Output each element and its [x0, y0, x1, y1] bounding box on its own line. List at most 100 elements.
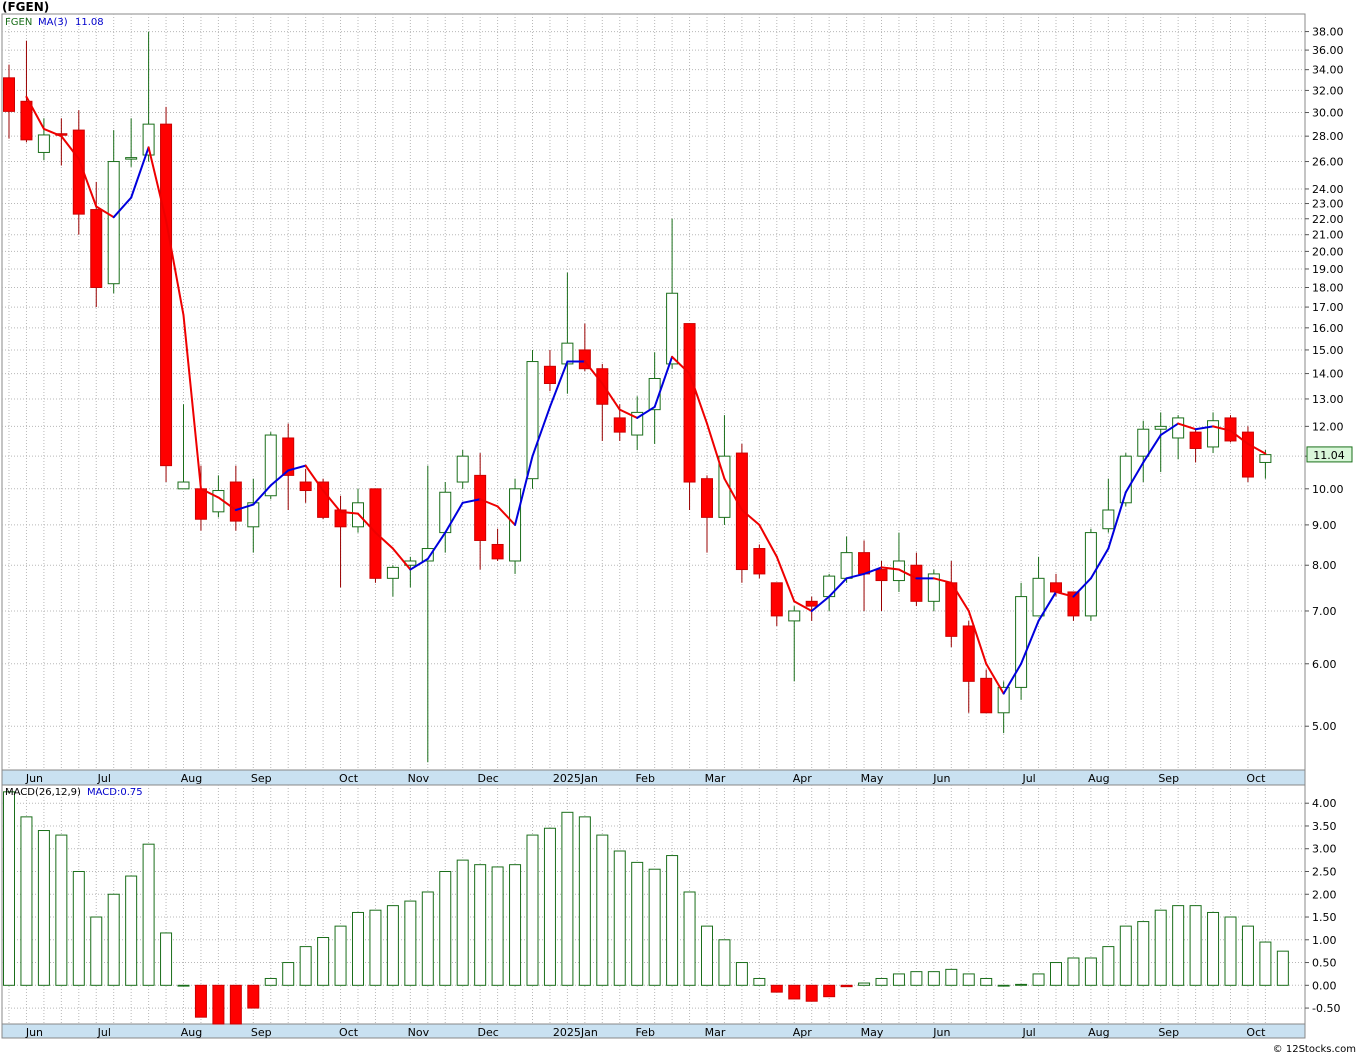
macd-bar [997, 984, 1010, 987]
price-x-tick-label: Sep [1158, 772, 1179, 785]
candle-body [107, 161, 120, 285]
ma-line-segment [1089, 547, 1110, 580]
ticker-symbol: (FGEN) [2, 0, 50, 14]
last-price-box [1306, 446, 1353, 463]
ma-line-segment [339, 510, 359, 515]
candle-body [631, 411, 644, 436]
candle-body [683, 323, 696, 483]
candle-body [1015, 596, 1028, 688]
ma-line-segment [42, 127, 63, 138]
macd-x-tick-label: Aug [181, 1026, 202, 1039]
macd-bar [20, 816, 33, 986]
price-x-tick-label: Jul [1021, 772, 1035, 785]
macd-bar [299, 946, 312, 986]
price-y-tick-label: 16.00 [1312, 322, 1344, 335]
candle-body [264, 434, 277, 497]
macd-bar [980, 977, 993, 986]
macd-bar [927, 971, 940, 986]
candle-body [543, 365, 556, 384]
macd-y-tick-label: 1.50 [1312, 911, 1337, 924]
price-y-tick-label: 21.00 [1312, 229, 1344, 242]
ma-line-segment [409, 557, 429, 571]
price-y-tick-label: 28.00 [1312, 130, 1344, 143]
macd-bar [805, 984, 818, 1002]
ma-line-segment [322, 489, 342, 513]
price-y-tick-label: 15.00 [1312, 344, 1344, 357]
price-y-tick-label: 23.00 [1312, 198, 1344, 211]
ma-line-segment [479, 498, 499, 508]
candle-body [1207, 420, 1220, 448]
macd-x-tick-label: Nov [408, 1026, 430, 1039]
ma-line-segment [880, 566, 900, 571]
ma-line-segment [706, 422, 726, 480]
price-y-tick-label: 32.00 [1312, 84, 1344, 97]
macd-x-tick-label: Aug [1088, 1026, 1109, 1039]
macd-bar [1084, 957, 1097, 986]
price-y-tick-label: 10.00 [1312, 483, 1344, 496]
macd-bar [37, 830, 50, 986]
ma-line-segment [932, 577, 953, 584]
ma-line-segment [1020, 619, 1040, 665]
price-legend-ma-label: MA(3) [38, 17, 68, 28]
macd-bar [1276, 950, 1289, 986]
candle-body [90, 209, 103, 288]
candle-body [840, 552, 853, 579]
price-x-tick-label: Sep [251, 772, 272, 785]
macd-bar [875, 977, 888, 986]
price-y-tick-label: 7.00 [1312, 605, 1337, 618]
candle-body [613, 417, 626, 433]
candle-body [1154, 425, 1167, 430]
ma-line-segment [95, 205, 115, 219]
candle-body [177, 481, 190, 490]
price-x-tick-label: May [861, 772, 884, 785]
ma-line-segment [1037, 590, 1057, 622]
ma-line-segment [252, 484, 272, 506]
ma-line-segment [618, 408, 639, 419]
macd-bar [474, 864, 487, 986]
price-y-tick-label: 17.00 [1312, 301, 1344, 314]
ma-line-segment [1142, 434, 1162, 464]
macd-y-tick-label: 3.50 [1312, 820, 1337, 833]
macd-bar [160, 932, 173, 986]
last-price-label: 11.04 [1313, 449, 1345, 462]
macd-bar [962, 973, 975, 986]
candle-body [125, 157, 138, 160]
candle-body [858, 552, 871, 575]
ma-line-segment [1124, 461, 1145, 494]
macd-x-tick-label: Oct [339, 1026, 359, 1039]
ma-line-segment [1229, 429, 1249, 445]
macd-bar [1050, 962, 1062, 986]
ma-line-segment [357, 512, 377, 534]
macd-bar [892, 973, 905, 986]
ma-line-segment [583, 360, 604, 385]
macd-y-tick-label: 0.00 [1312, 979, 1337, 992]
macd-bar [125, 875, 138, 986]
ma-line-segment [496, 505, 517, 526]
macd-bar [631, 861, 644, 986]
price-x-tick-label: Apr [793, 772, 813, 785]
ma-line-segment [426, 531, 447, 560]
macd-y-tick-label: 2.50 [1312, 865, 1337, 878]
candle-body [3, 77, 15, 112]
price-x-tick-label: Mar [705, 772, 726, 785]
ma-line-segment [514, 455, 534, 526]
ma-line-segment [723, 477, 743, 512]
candle-body [701, 478, 713, 518]
macd-bar [1102, 946, 1115, 986]
macd-bar [1207, 911, 1220, 986]
candle-body [1050, 582, 1062, 593]
macd-x-tick-label: May [861, 1026, 884, 1039]
ma-line-segment [1212, 425, 1232, 432]
macd-y-tick-label: 1.00 [1312, 934, 1337, 947]
ma-line-segment [199, 487, 220, 499]
ma-line-segment [1002, 662, 1023, 695]
macd-bar [1137, 921, 1150, 986]
candle-body [456, 455, 469, 483]
price-x-tick-label: Jul [97, 772, 111, 785]
macd-y-tick-label: 2.00 [1312, 888, 1337, 901]
macd-bar [1119, 925, 1132, 986]
price-y-tick-label: 30.00 [1312, 107, 1344, 120]
macd-bar [840, 984, 853, 988]
candle-body [160, 123, 173, 467]
candle-body [229, 481, 242, 522]
